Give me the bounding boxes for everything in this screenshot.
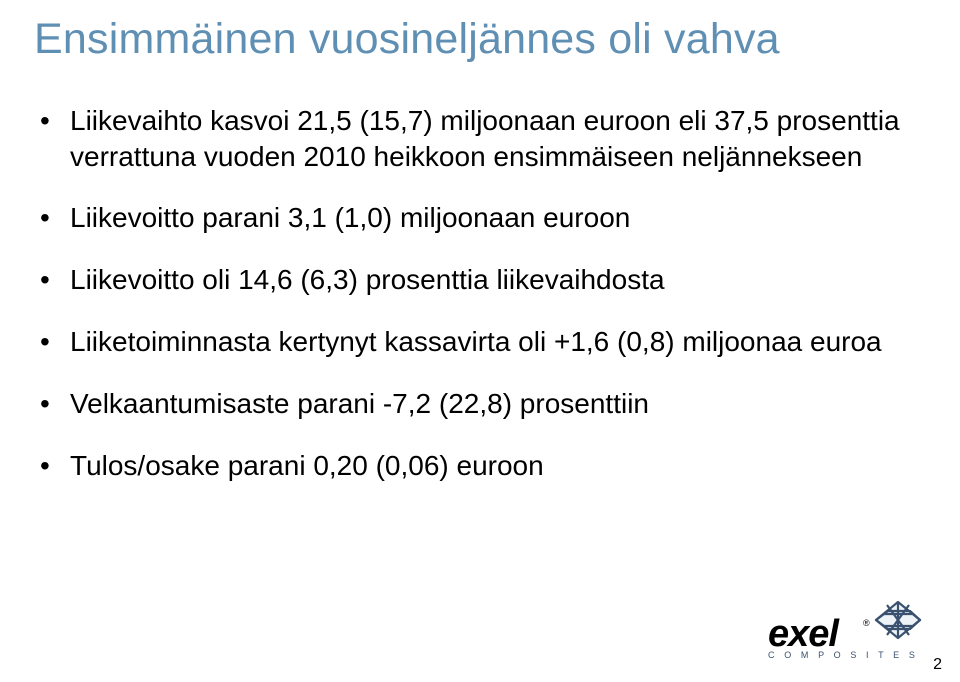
slide-title: Ensimmäinen vuosineljännes oli vahva [34, 14, 926, 65]
list-item: Liikevaihto kasvoi 21,5 (15,7) miljoonaa… [40, 103, 926, 175]
logo-tagline: C O M P O S I T E S [768, 650, 918, 660]
page-number: 2 [933, 656, 942, 674]
list-item: Liikevoitto parani 3,1 (1,0) miljoonaan … [40, 200, 926, 236]
list-item: Velkaantumisaste parani -7,2 (22,8) pros… [40, 386, 926, 422]
list-item: Tulos/osake parani 0,20 (0,06) euroon [40, 448, 926, 484]
list-item: Liiketoiminnasta kertynyt kassavirta oli… [40, 324, 926, 360]
logo-brand-text: exel [768, 613, 840, 655]
list-item: Liikevoitto oli 14,6 (6,3) prosenttia li… [40, 262, 926, 298]
slide: Ensimmäinen vuosineljännes oli vahva Lii… [0, 0, 960, 682]
svg-text:®: ® [863, 618, 870, 628]
bullet-list: Liikevaihto kasvoi 21,5 (15,7) miljoonaa… [34, 103, 926, 484]
brand-logo: exel C O M P O S I T E S ® [768, 598, 928, 660]
